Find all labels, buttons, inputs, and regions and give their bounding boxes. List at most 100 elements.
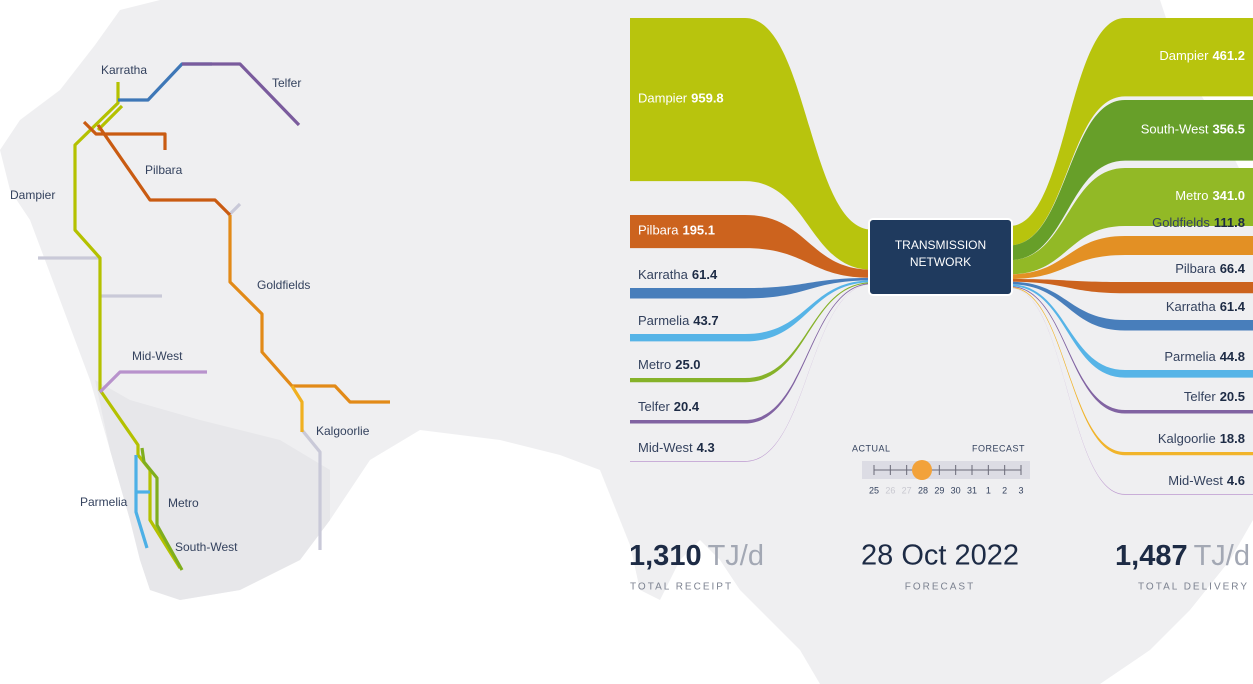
flow-label: Karratha 61.4 — [638, 267, 718, 282]
flow-label: Goldfields 111.8 — [1152, 215, 1245, 230]
flow-value: 461.2 — [1212, 49, 1245, 64]
flow-name: Telfer — [1184, 389, 1216, 404]
flow-name: Pilbara — [1175, 261, 1216, 276]
flow-target — [1010, 18, 1253, 246]
flow-label: Parmelia 43.7 — [638, 313, 719, 328]
sankey-flows — [630, 18, 1253, 495]
flow-label: Kalgoorlie 18.8 — [1158, 431, 1245, 446]
center-label: TRANSMISSION — [895, 238, 986, 252]
flow-name: Telfer — [638, 399, 670, 414]
timeline-day: 26 — [885, 485, 895, 495]
pipe-goldfields — [228, 215, 390, 404]
flow-name: Dampier — [1159, 49, 1209, 64]
flow-label: Metro 25.0 — [638, 357, 701, 372]
map-label: Telfer — [272, 76, 301, 90]
flow-value: 20.5 — [1220, 389, 1245, 404]
total-receipt-unit: TJ/d — [708, 540, 764, 572]
total-delivery-value: 1,487 — [1115, 540, 1188, 572]
total-delivery-unit: TJ/d — [1194, 540, 1250, 572]
pipe-telfer — [182, 62, 301, 127]
flow-name: Parmelia — [638, 313, 690, 328]
timeline-day: 28 — [918, 485, 928, 495]
timeline-day: 1 — [986, 485, 991, 495]
pipe-midwest — [98, 370, 207, 394]
timeline-day: 3 — [1018, 485, 1023, 495]
flow-value: 959.8 — [691, 91, 724, 106]
flow-value: 18.8 — [1220, 431, 1245, 446]
timeline-days: 25 26 27 28 29 30 31 1 2 3 — [869, 465, 1024, 495]
pipe-kalgoorlie — [290, 385, 304, 432]
pipe-grey — [300, 428, 322, 550]
flow-value: 111.8 — [1214, 215, 1245, 230]
timeline-day: 29 — [934, 485, 944, 495]
map-label: Metro — [168, 496, 199, 510]
flow-label: Parmelia 44.8 — [1164, 349, 1245, 364]
map-label: Pilbara — [145, 163, 183, 177]
flow-name: Parmelia — [1164, 349, 1216, 364]
timeline-actual: ACTUAL — [852, 443, 891, 453]
flow-target — [1010, 168, 1253, 275]
pipelines — [38, 62, 390, 571]
flow-name: Goldfields — [1152, 215, 1210, 230]
map-label: Goldfields — [257, 278, 310, 292]
flow-value: 20.4 — [674, 399, 700, 414]
flow-label: Dampier 959.8 — [638, 91, 724, 106]
flow-target — [1010, 100, 1253, 261]
flow-label: Mid-West 4.6 — [1168, 473, 1245, 488]
flow-label: Pilbara 195.1 — [638, 223, 715, 238]
timeline-day: 25 — [869, 485, 879, 495]
flow-label: Dampier 461.2 — [1159, 49, 1245, 64]
timeline-day: 30 — [951, 485, 961, 495]
pipe-pilbara — [96, 124, 232, 217]
flow-name: Karratha — [638, 267, 689, 282]
center-node — [868, 218, 1013, 296]
timeline-day: 2 — [1002, 485, 1007, 495]
flow-name: South-West — [1141, 122, 1209, 137]
pipe-parmelia — [134, 455, 149, 549]
date-value: 28 Oct 2022 — [861, 540, 1019, 572]
flow-value: 341.0 — [1212, 188, 1245, 203]
flow-name: Pilbara — [638, 223, 679, 238]
map-label: Karratha — [101, 63, 147, 77]
flow-target — [1010, 281, 1253, 331]
flow-value: 43.7 — [693, 313, 718, 328]
flow-value: 356.5 — [1212, 122, 1245, 137]
total-receipt-caption: TOTAL RECEIPT — [630, 582, 733, 593]
flow-label: Telfer 20.4 — [638, 399, 700, 414]
flow-source — [630, 277, 872, 299]
flow-name: Mid-West — [1168, 473, 1223, 488]
pipe-pilbara-branch — [82, 120, 167, 150]
total-receipt: 1,310 TJ/d — [629, 540, 764, 572]
pipe-southwest — [140, 447, 184, 571]
timeline-handle[interactable] — [912, 460, 932, 480]
flow-source — [630, 280, 872, 342]
flow-name: Kalgoorlie — [1158, 431, 1216, 446]
flow-label: South-West 356.5 — [1141, 122, 1245, 137]
timeline-forecast: FORECAST — [972, 443, 1025, 453]
flow-name: Dampier — [638, 91, 688, 106]
flow-value: 61.4 — [1220, 299, 1246, 314]
flow-value: 66.4 — [1220, 261, 1246, 276]
center-label: NETWORK — [910, 255, 971, 269]
timeline-day: 31 — [967, 485, 977, 495]
flow-label: Metro 341.0 — [1175, 188, 1245, 203]
flow-name: Karratha — [1166, 299, 1217, 314]
flow-label: Pilbara 66.4 — [1175, 261, 1246, 276]
flow-target — [1010, 278, 1253, 294]
flow-label: Mid-West 4.3 — [638, 440, 715, 455]
total-delivery-caption: TOTAL DELIVERY — [1138, 582, 1249, 593]
flow-value: 4.3 — [697, 440, 715, 455]
map-label: South-West — [175, 540, 238, 554]
date-caption: FORECAST — [905, 582, 975, 593]
flow-value: 61.4 — [692, 267, 718, 282]
flow-name: Metro — [638, 357, 671, 372]
map-label: Dampier — [10, 188, 55, 202]
map-label: Parmelia — [80, 495, 128, 509]
flow-source — [630, 18, 872, 270]
region-shade — [95, 380, 330, 600]
flow-source — [630, 215, 872, 278]
total-delivery: 1,487 TJ/d — [1115, 540, 1250, 572]
flow-target — [1010, 236, 1253, 279]
